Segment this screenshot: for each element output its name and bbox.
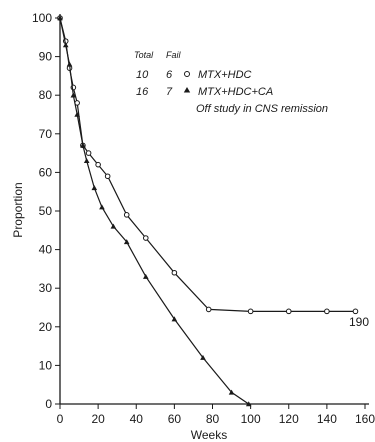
x-tick-label: 0 xyxy=(57,412,64,426)
data-point xyxy=(91,185,98,191)
data-point xyxy=(324,308,330,315)
legend-filled-triangle-icon xyxy=(183,87,191,93)
y-tick-label: 50 xyxy=(39,204,53,218)
axes: 0 10 20 30 40 50 60 70 80 90 100 0 20 40 60 80 100 120 140… xyxy=(32,11,375,426)
data-point xyxy=(205,306,212,313)
data-point xyxy=(123,212,130,218)
x-tick-label: 120 xyxy=(279,412,299,426)
y-axis-title: Proportion xyxy=(11,182,25,237)
data-point xyxy=(74,111,80,117)
series-layer xyxy=(57,15,359,407)
x-tick-label: 20 xyxy=(91,412,105,426)
legend-total-series-2: 16 xyxy=(136,86,149,98)
data-point xyxy=(104,173,111,180)
y-tick-label: 90 xyxy=(39,50,53,64)
series-2 xyxy=(57,15,252,407)
legend-total-series-1: 10 xyxy=(136,69,149,81)
series-line-2 xyxy=(59,17,250,405)
data-point xyxy=(110,223,117,229)
annotation-190: 190 xyxy=(349,315,369,329)
data-point xyxy=(57,15,63,21)
x-axis-title: Weeks xyxy=(191,428,227,442)
y-tick-label: 0 xyxy=(45,397,52,411)
y-tick-label: 80 xyxy=(39,88,53,102)
data-point xyxy=(85,150,92,156)
data-point xyxy=(99,204,105,210)
y-tick-label: 60 xyxy=(39,165,53,179)
legend-fail-series-1: 6 xyxy=(166,69,173,81)
x-tick-label: 80 xyxy=(206,412,220,426)
legend-label-series-2: MTX+HDC+CA xyxy=(198,86,273,98)
data-point xyxy=(142,235,149,241)
legend-header-fail: Fail xyxy=(166,50,182,60)
y-tick-label: 40 xyxy=(39,243,53,257)
data-point xyxy=(352,308,359,315)
data-point xyxy=(66,61,73,67)
data-point xyxy=(245,401,252,407)
series-1 xyxy=(57,15,359,315)
series-line-1 xyxy=(59,17,356,312)
data-point xyxy=(142,273,149,279)
data-point xyxy=(200,354,206,360)
y-tick-label: 20 xyxy=(39,320,53,334)
legend-label-series-1: MTX+HDC xyxy=(198,69,252,81)
x-tick-label: 40 xyxy=(130,412,144,426)
x-tick-label: 100 xyxy=(241,412,261,426)
legend-note: Off study in CNS remission xyxy=(196,103,328,115)
data-point xyxy=(83,158,90,164)
x-tick-label: 140 xyxy=(317,412,337,426)
data-point xyxy=(171,269,178,276)
data-point xyxy=(95,161,101,168)
legend-header-total: Total xyxy=(134,50,154,60)
legend: Total Fail 10 6 MTX+HDC 16 7 MTX+HDC+CA … xyxy=(134,50,328,115)
legend-open-circle-icon xyxy=(184,71,190,77)
x-tick-label: 160 xyxy=(355,412,375,426)
y-tick-label: 10 xyxy=(39,358,53,372)
data-point xyxy=(171,316,178,322)
data-point xyxy=(123,239,130,245)
y-tick-label: 70 xyxy=(39,127,53,141)
data-point xyxy=(70,92,77,98)
data-point xyxy=(228,389,235,395)
data-point xyxy=(62,42,69,48)
y-tick-label: 30 xyxy=(39,281,53,295)
x-tick-label: 60 xyxy=(168,412,182,426)
data-point xyxy=(247,308,254,315)
legend-fail-series-2: 7 xyxy=(166,86,173,98)
data-point xyxy=(80,142,86,148)
data-point xyxy=(285,308,292,315)
y-tick-label: 100 xyxy=(32,11,52,25)
